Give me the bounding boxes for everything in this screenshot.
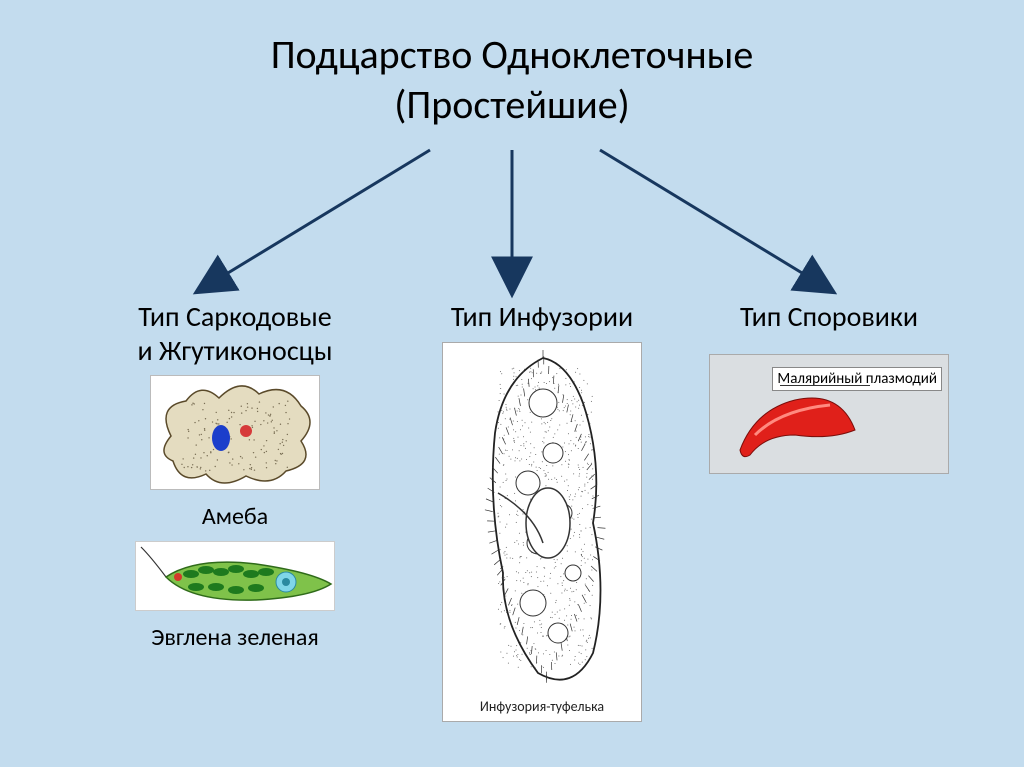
figure-sporozoa: Малярийный плазмодий bbox=[709, 354, 949, 474]
sporo-pointer-line bbox=[780, 385, 870, 386]
col-infusoria: Тип Инфузории Инфузория-туфелька bbox=[412, 300, 672, 722]
title-line1: Подцарство Одноклеточные bbox=[271, 30, 754, 79]
arrows-svg bbox=[0, 140, 1024, 310]
type-label-sarcodina: Тип Саркодовые и Жгутиконосцы bbox=[90, 300, 380, 367]
col-sarcodina: Тип Саркодовые и Жгутиконосцы Амеба Эвгл… bbox=[90, 300, 380, 722]
figure-amoeba bbox=[150, 375, 320, 490]
type-label-sporozoa: Тип Споровики bbox=[704, 300, 954, 334]
title-line2: (Простейшие) bbox=[394, 80, 629, 129]
columns: Тип Саркодовые и Жгутиконосцы Амеба Эвгл… bbox=[0, 300, 1024, 722]
caption-infusoria: Инфузория-туфелька bbox=[443, 698, 641, 715]
figure-infusoria: Инфузория-туфелька bbox=[442, 342, 642, 722]
page-title: Подцарство Одноклеточные (Простейшие) bbox=[0, 0, 1024, 130]
caption-euglena: Эвглена зеленая bbox=[90, 623, 380, 652]
figure-euglena bbox=[135, 541, 335, 611]
col-sporozoa: Тип Споровики Малярийный плазмодий bbox=[704, 300, 954, 722]
type-label-infusoria: Тип Инфузории bbox=[412, 300, 672, 334]
caption-amoeba: Амеба bbox=[90, 502, 380, 531]
sporo-pointer-label: Малярийный плазмодий bbox=[772, 367, 942, 391]
